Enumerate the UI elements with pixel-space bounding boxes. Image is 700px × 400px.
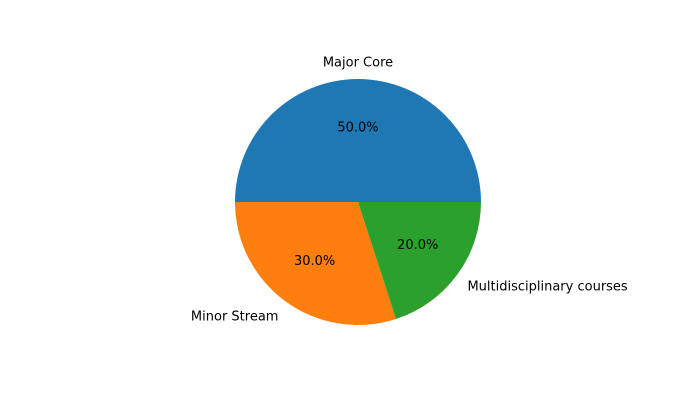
pie-percent-label-multidisciplinary-courses: 20.0% xyxy=(397,238,438,253)
pie-percent-label-major-core: 50.0% xyxy=(337,121,378,136)
pie-percent-label-minor-stream: 30.0% xyxy=(294,254,335,269)
pie-slice-major-core xyxy=(235,79,481,202)
pie-category-label-minor-stream: Minor Stream xyxy=(191,309,279,324)
pie-slice-multidisciplinary-courses xyxy=(358,202,481,319)
pie-labels: 50.0% Major Core 30.0% Minor Stream 20.0% Mul… xyxy=(191,56,628,325)
pie-category-label-multidisciplinary-courses: Multidisciplinary courses xyxy=(467,279,627,294)
pie-category-label-major-core: Major Core xyxy=(323,56,393,71)
pie-slice-minor-stream xyxy=(235,202,397,325)
pie-slices xyxy=(235,79,481,325)
